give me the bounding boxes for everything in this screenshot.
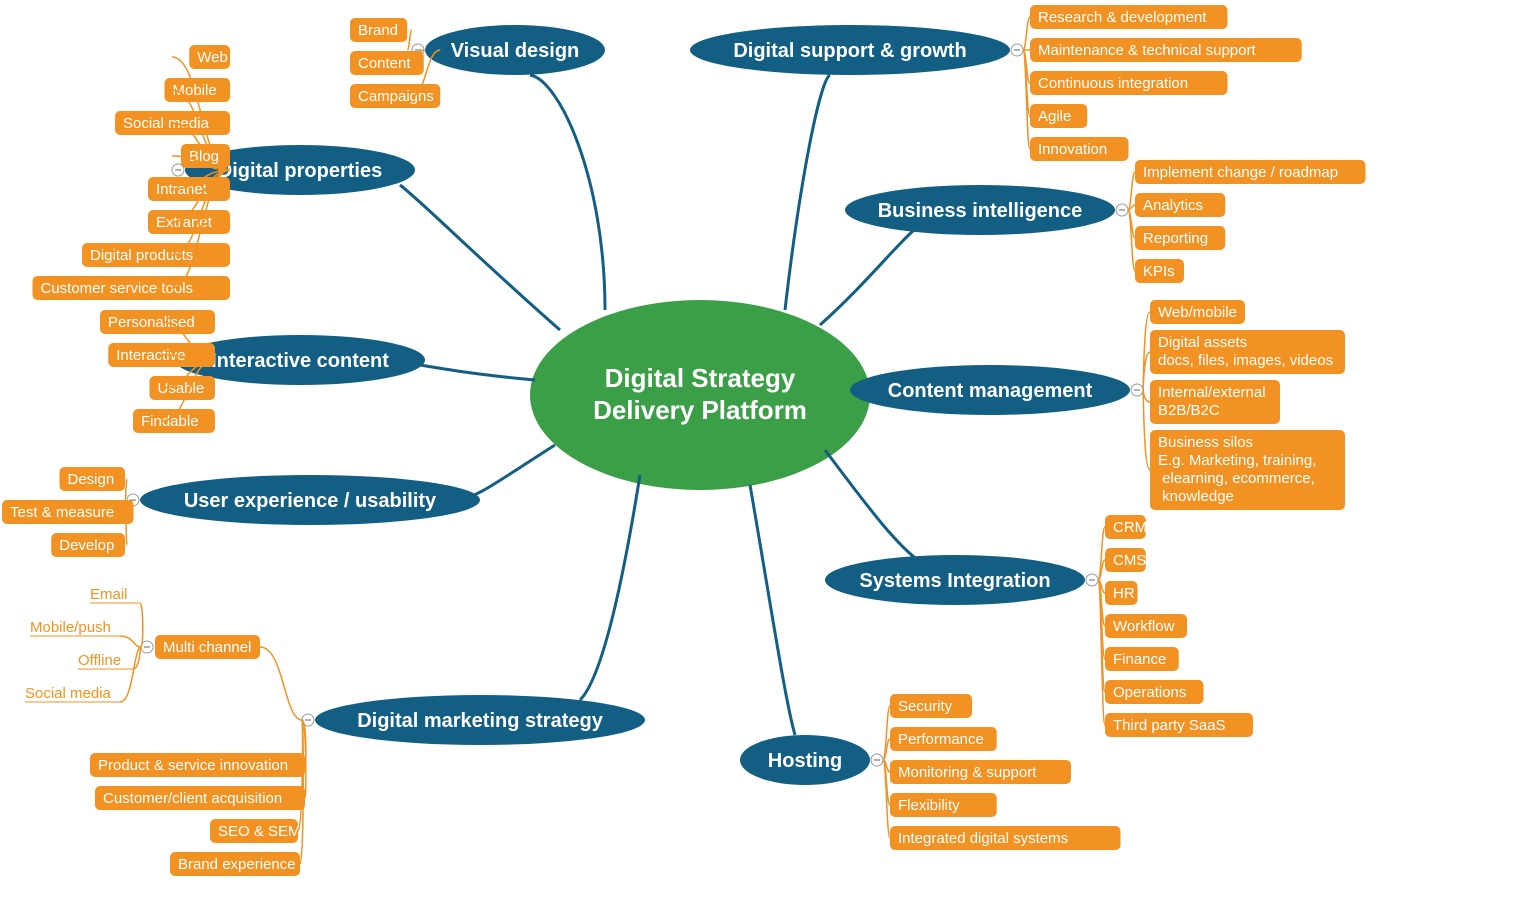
hosting-label: Hosting [768,750,842,772]
hosting-leaf-3-label: Flexibility [898,797,960,814]
business-intelligence-leaf-1-label: Analytics [1143,197,1203,214]
digital-properties-leaf-3-label: Blog [189,148,219,165]
content-management-label: Content management [888,380,1093,402]
digital-support-leaf-3-label: Agile [1038,108,1071,125]
digital-properties-leaf-2-label: Social media [123,115,210,132]
digital-marketing-edge [580,475,640,700]
be-label: Brand experience [178,856,296,873]
visual-design-leaf-0-label: Brand [358,22,398,39]
digital-properties-leaf-4-label: Intranet [156,181,208,198]
digital-properties-leaf-0-label: Web [197,49,228,66]
multi-channel-leaf-2[interactable]: Offline [78,652,121,669]
digital-support-edge [785,75,830,310]
multi-channel-leaf-1-edge [120,636,141,647]
business-intelligence-edge [820,225,920,325]
ux-usability-leaf-1-label: Test & measure [10,504,114,521]
ux-usability-leaf-0-label: Design [68,471,115,488]
multi-channel-leaf-0-edge [140,603,143,647]
systems-integration-label: Systems Integration [859,570,1050,592]
multi-channel-leaf-0[interactable]: Email [90,586,128,603]
business-intelligence-toggle[interactable] [1116,204,1128,216]
psi-label: Product & service innovation [98,757,288,774]
digital-support-label: Digital support & growth [733,40,966,62]
ux-usability-leaf-2-label: Develop [59,537,114,554]
digital-properties-edge [400,185,560,330]
visual-design-leaf-1-label: Content [358,55,411,72]
interactive-content-label: Interactive content [211,350,389,372]
digital-support-leaf-4-label: Innovation [1038,141,1107,158]
interactive-content-leaf-0-label: Personalised [108,314,195,331]
digital-support-leaf-0-edge [1023,17,1030,50]
hosting-edge [750,485,795,735]
systems-integration-leaf-0-label: CRM [1113,519,1147,536]
interactive-content-edge [420,365,535,380]
digital-support-toggle[interactable] [1011,44,1023,56]
digital-support-leaf-2-label: Continuous integration [1038,75,1188,92]
cca-label: Customer/client acquisition [103,790,282,807]
multi-channel-leaf-3-edge [120,647,141,702]
digital-properties-leaf-7-label: Customer service tools [41,280,194,297]
digital-support-leaf-1-label: Maintenance & technical support [1038,42,1256,59]
digital-properties-label: Digital properties [218,160,382,182]
seo-label: SEO & SEM [218,823,301,840]
visual-design-edge [530,75,605,310]
business-intelligence-label: Business intelligence [878,200,1083,222]
ux-usability-leaf-0-edge [125,479,127,500]
systems-integration-leaf-4-label: Finance [1113,651,1166,668]
multi-channel-edge [260,647,302,720]
mindmap-canvas: Digital StrategyDelivery PlatformVisual … [0,0,1517,903]
ux-usability-edge [465,445,555,498]
visual-design-leaf-2-label: Campaigns [358,88,434,105]
hosting-toggle[interactable] [871,754,883,766]
content-management-leaf-0-label: Web/mobile [1158,304,1237,321]
content-management-toggle[interactable] [1131,384,1143,396]
systems-integration-toggle[interactable] [1086,574,1098,586]
systems-integration-leaf-6-label: Third party SaaS [1113,717,1226,734]
digital-properties-leaf-6-label: Digital products [90,247,193,264]
business-intelligence-leaf-0-label: Implement change / roadmap [1143,164,1338,181]
systems-integration-leaf-2-label: HR [1113,585,1135,602]
digital-support-leaf-0-label: Research & development [1038,9,1207,26]
systems-integration-leaf-1-label: CMS [1113,552,1146,569]
business-intelligence-leaf-0-edge [1128,172,1135,210]
systems-integration-leaf-5-label: Operations [1113,684,1186,701]
interactive-content-leaf-3-label: Findable [141,413,199,430]
multi-channel-label: Multi channel [163,639,251,656]
hosting-leaf-4-label: Integrated digital systems [898,830,1068,847]
multi-channel-leaf-1[interactable]: Mobile/push [30,619,111,636]
hosting-leaf-1-label: Performance [898,731,984,748]
business-intelligence-leaf-2-label: Reporting [1143,230,1208,247]
visual-design-leaf-0-edge [407,30,412,50]
ux-usability-label: User experience / usability [184,490,437,512]
digital-properties-leaf-1-label: Mobile [173,82,217,99]
hosting-leaf-2-label: Monitoring & support [898,764,1037,781]
business-intelligence-leaf-3-label: KPIs [1143,263,1175,280]
systems-integration-leaf-3-label: Workflow [1113,618,1175,635]
digital-marketing-label: Digital marketing strategy [357,710,604,732]
systems-integration-edge [825,450,925,565]
multi-channel-leaf-3[interactable]: Social media [25,685,112,702]
visual-design-label: Visual design [451,40,580,62]
hosting-leaf-0-label: Security [898,698,953,715]
